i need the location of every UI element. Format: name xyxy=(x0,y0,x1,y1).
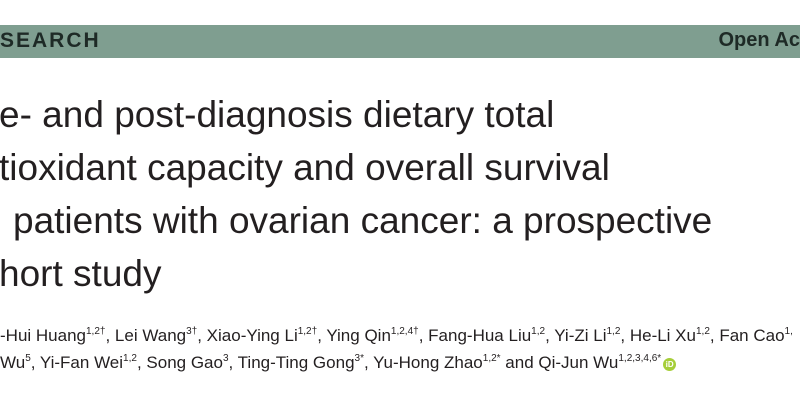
orcid-glyph: iD xyxy=(665,360,674,369)
author-line: Wu5, Yi-Fan Wei1,2, Song Gao3, Ting-Ting… xyxy=(0,345,800,372)
author-name: , Yi-Fan Wei xyxy=(30,353,124,372)
title-line: e- and post-diagnosis dietary total xyxy=(0,94,555,135)
affiliation: 1,2,4† xyxy=(390,326,419,337)
author-name: , Fang-Hua Liu xyxy=(418,326,532,345)
title-line: tioxidant capacity and overall survival xyxy=(0,147,610,188)
open-access: Open Ac xyxy=(718,29,800,51)
author-name: , He-Li Xu xyxy=(620,326,696,345)
author-name: , Ying Qin xyxy=(317,326,391,345)
affiliation: 1,2 xyxy=(695,326,710,337)
title-line: hort study xyxy=(0,253,162,294)
author-name: , Lei Wang xyxy=(105,326,187,345)
author-name: , Fan Cao xyxy=(709,326,785,345)
author-name: , Song Gao xyxy=(136,353,223,372)
author-name: -Hui Huang xyxy=(0,326,86,345)
author-name: , Xiao-Ying Li xyxy=(197,326,298,345)
author-name: Wu xyxy=(0,353,26,372)
title-line: patients with ovarian cancer: a prospect… xyxy=(13,200,713,241)
author-name: , Yi-Zi Li xyxy=(545,326,607,345)
affiliation: 3† xyxy=(186,326,198,337)
affiliation: 1,2 xyxy=(123,353,137,364)
affiliation: 3* xyxy=(354,353,364,364)
author-name: , Yu-Hong Zhao xyxy=(363,353,483,372)
author-name: and Qi-Jun Wu xyxy=(500,353,619,372)
affiliation: 1,2* xyxy=(482,353,501,364)
affiliation: 3 xyxy=(222,353,229,364)
header-bar: SEARCH Open Ac xyxy=(0,25,800,58)
affiliation: 1, xyxy=(784,326,793,337)
author-list: -Hui Huang1,2†, Lei Wang3†, Xiao-Ying Li… xyxy=(0,318,800,372)
affiliation: 1,2† xyxy=(86,326,106,337)
affiliation: 1,2 xyxy=(531,326,546,337)
section-label: SEARCH xyxy=(0,29,101,52)
affiliation: 5 xyxy=(25,353,31,364)
orcid-icon[interactable]: iD xyxy=(663,358,677,371)
affiliation: 1,2† xyxy=(297,326,318,337)
affiliation: 1,2,3,4,6* xyxy=(618,353,662,364)
author-name: , Ting-Ting Gong xyxy=(228,353,355,372)
author-line: -Hui Huang1,2†, Lei Wang3†, Xiao-Ying Li… xyxy=(0,318,800,345)
affiliation: 1,2 xyxy=(606,326,621,337)
paper-title: e- and post-diagnosis dietary total tioxi… xyxy=(0,88,800,300)
